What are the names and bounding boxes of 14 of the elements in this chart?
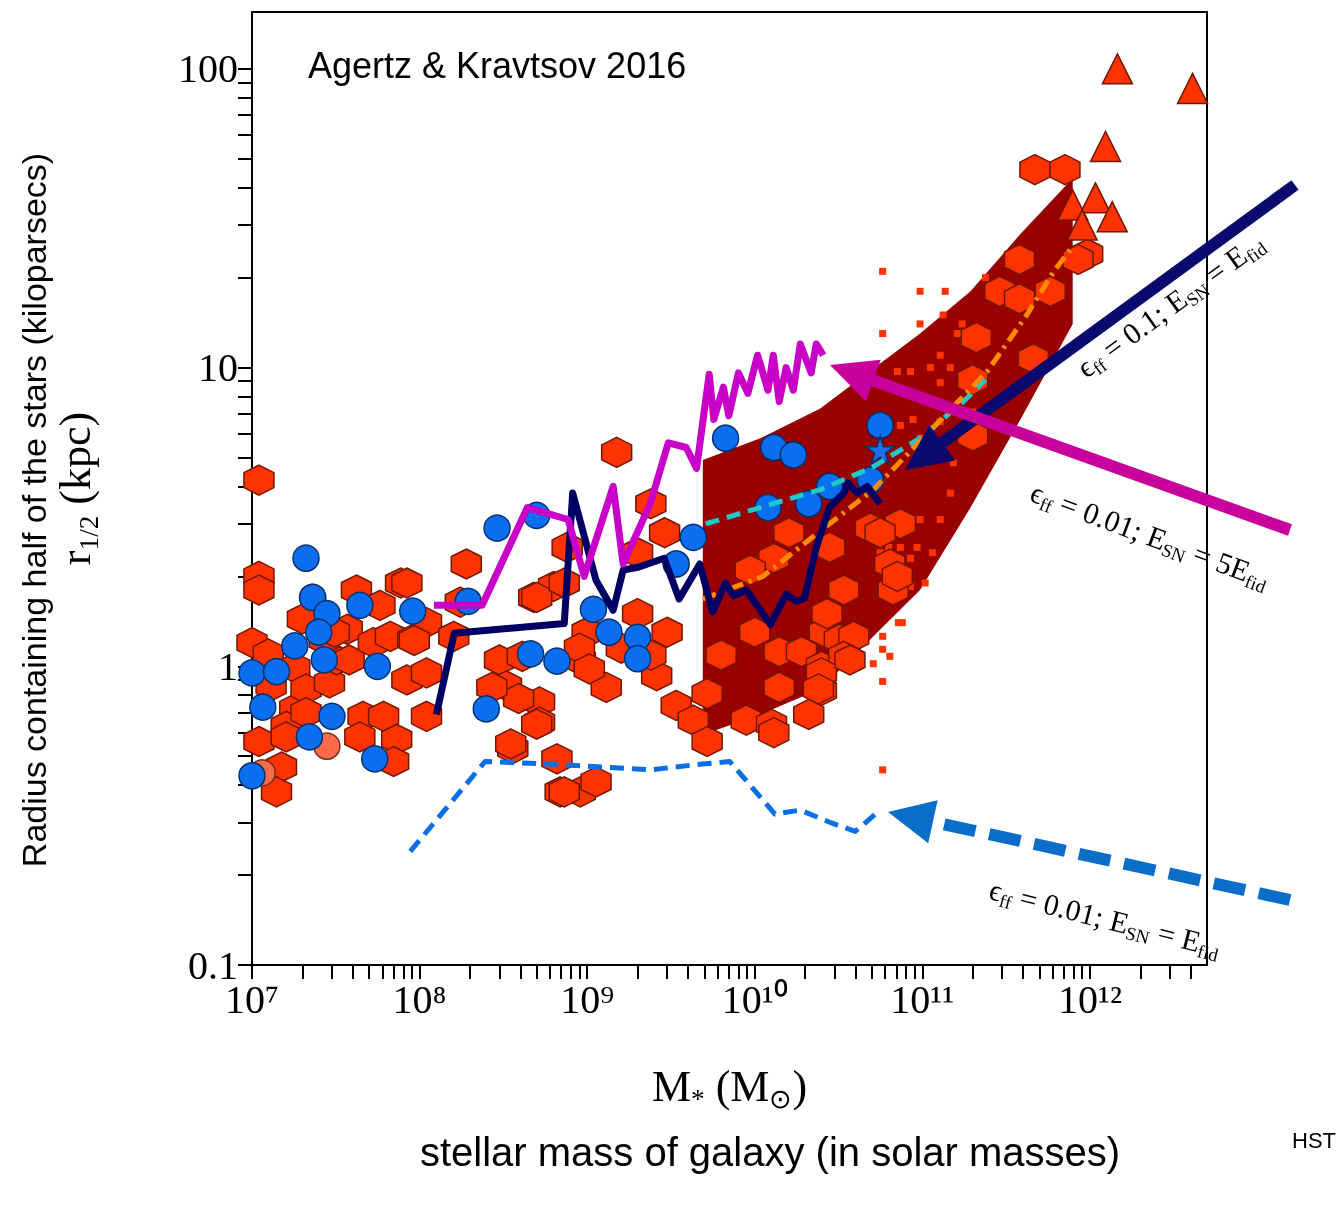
x-tick-label: 10¹⁰ — [721, 976, 788, 1022]
annotation: Agertz & Kravtsov 2016 — [308, 44, 687, 86]
y-tick-label: 100 — [178, 46, 238, 92]
y-tick-label: 1 — [218, 643, 238, 689]
text: HST — [1292, 1127, 1336, 1153]
x-tick-label: 10¹² — [1057, 976, 1122, 1022]
y-axis-title: r1/2 (kpc) — [51, 411, 104, 566]
text: stellar mass of galaxy (in solar masses) — [419, 1130, 1121, 1174]
x-axis-title: M* (M⊙) — [651, 1061, 808, 1115]
x-tick-label: 10⁹ — [560, 976, 615, 1022]
x-tick-label: 10⁸ — [392, 976, 447, 1022]
y-tick-label: 10 — [198, 345, 238, 391]
x-tick-label: 10¹¹ — [890, 976, 955, 1022]
text: Radius containing half of the stars (kiloparsecs) — [15, 152, 53, 868]
